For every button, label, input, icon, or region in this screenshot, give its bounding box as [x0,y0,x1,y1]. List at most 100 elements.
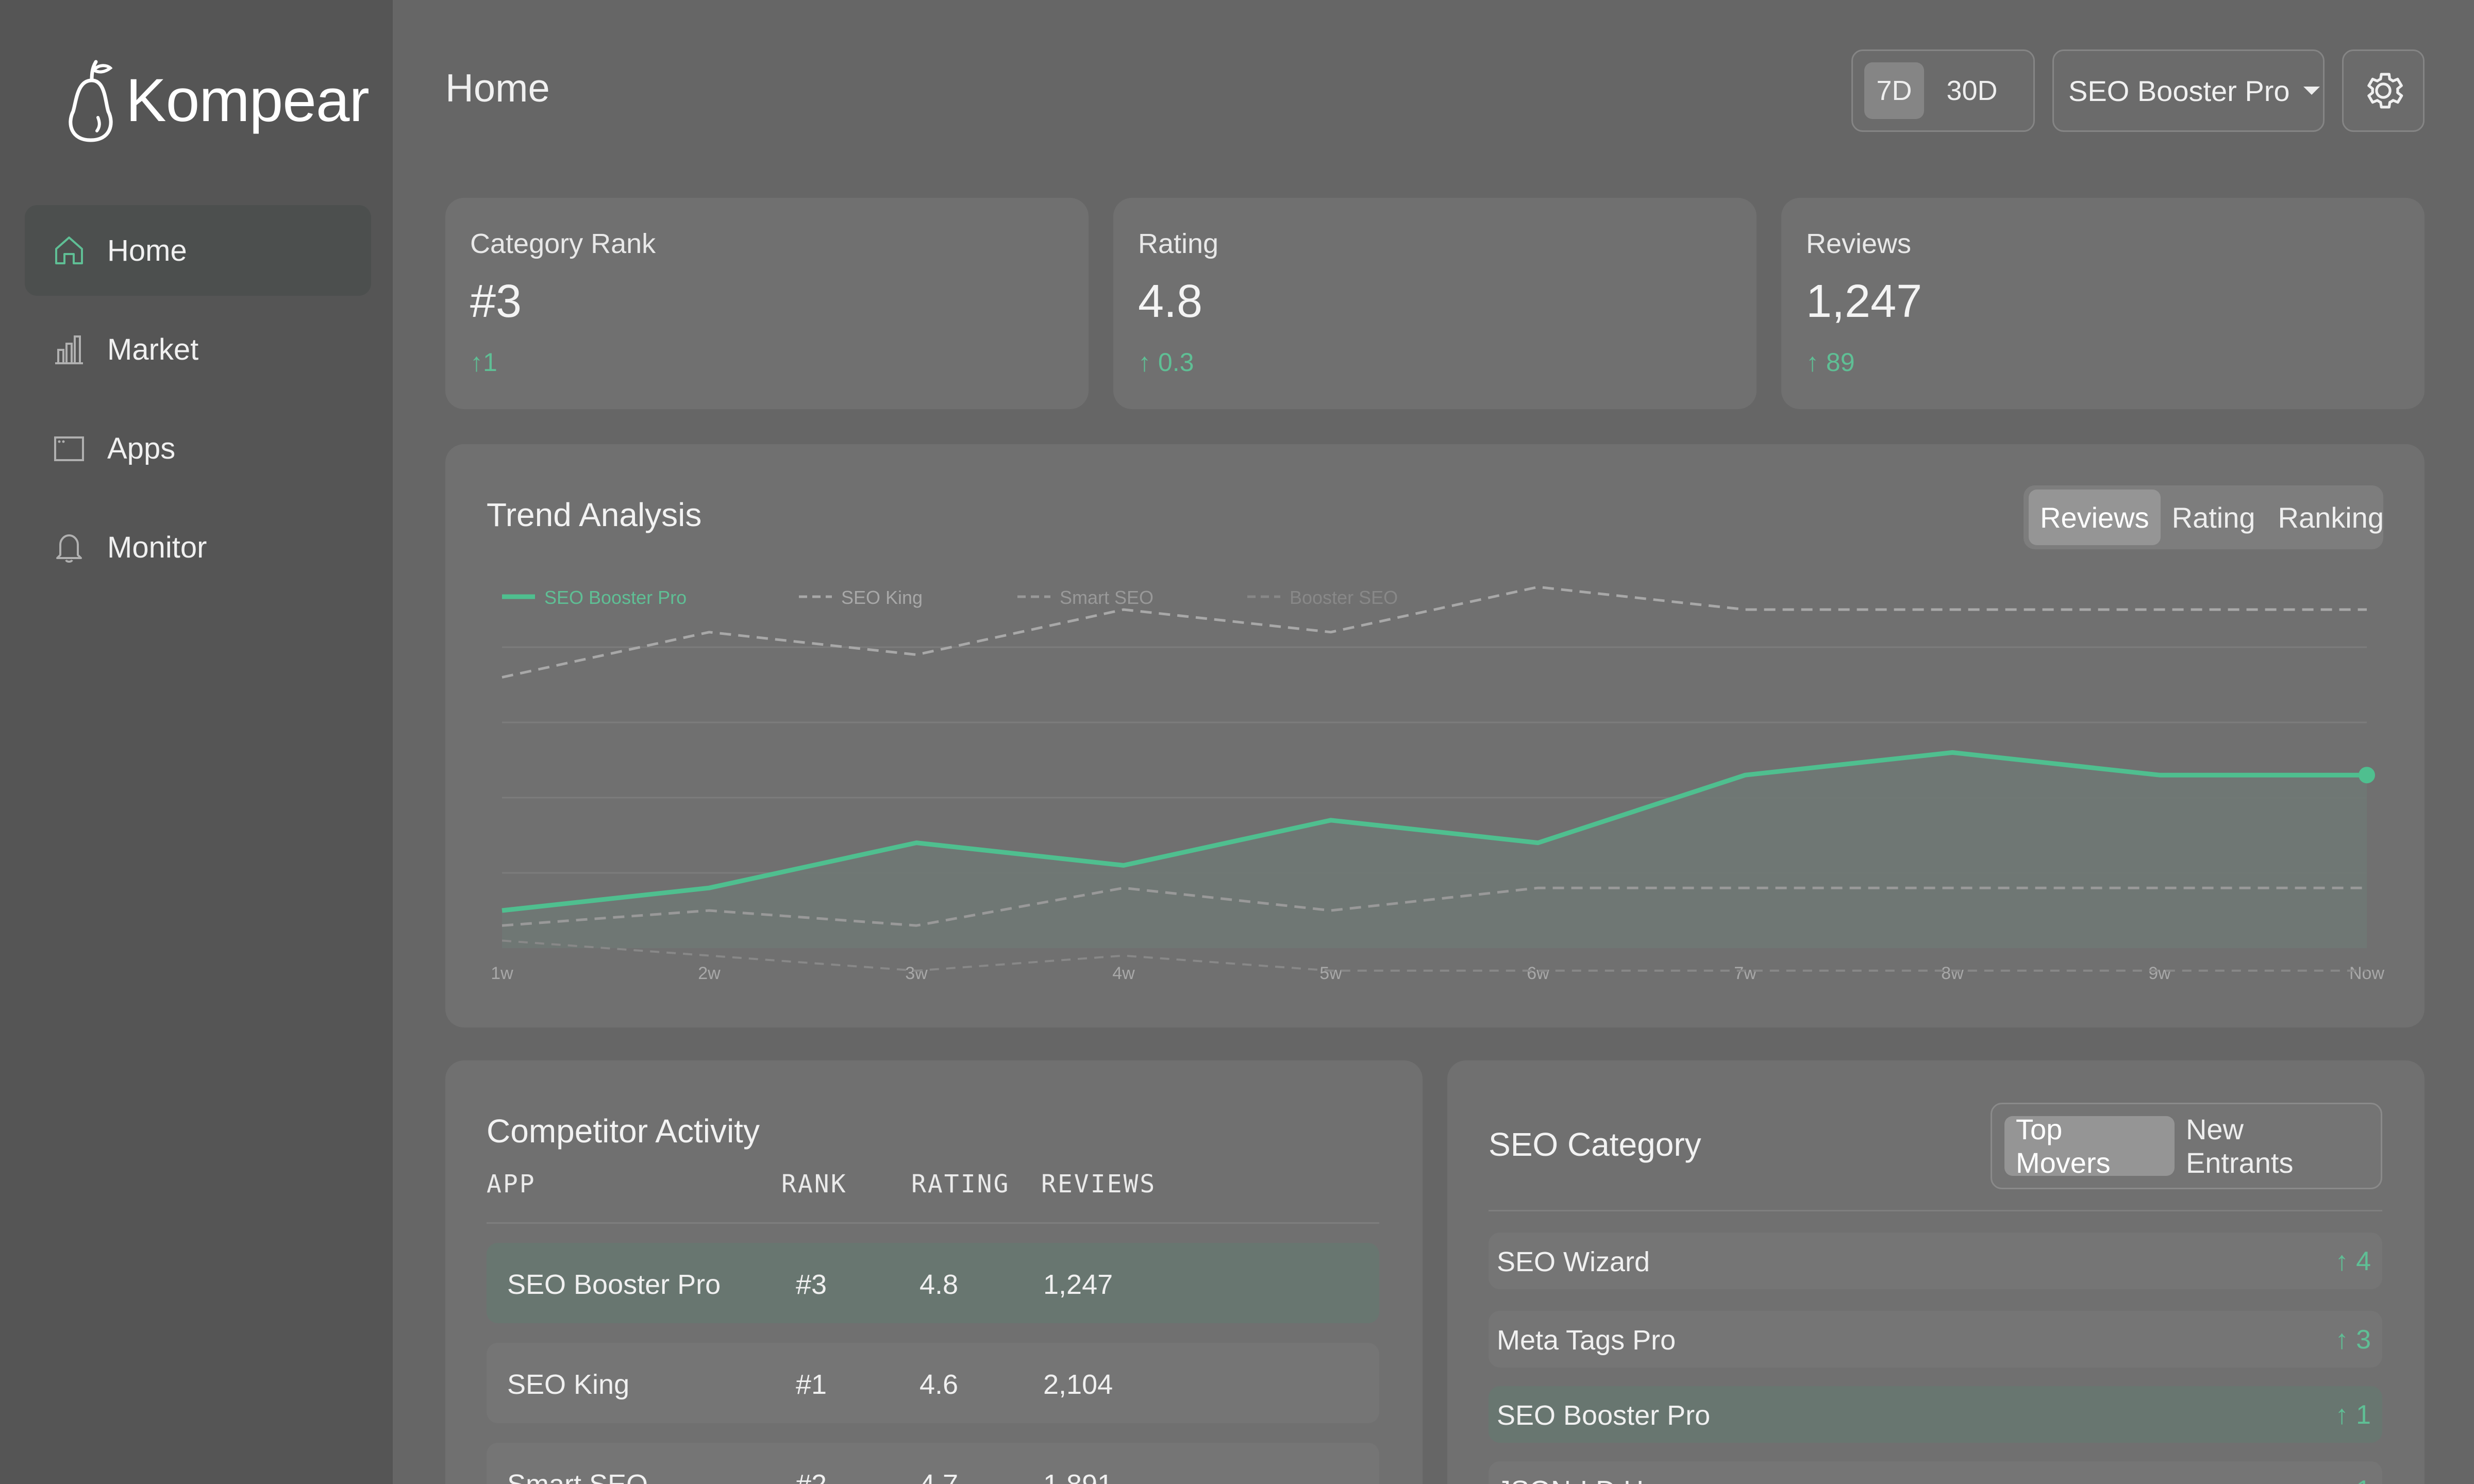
list-item-name: JSON-LD Hero [1497,1475,1684,1484]
arrow-up-icon: ↑ [2335,1246,2356,1276]
sidebar-item-label: Market [107,332,199,366]
list-item-delta: ↑ 4 [2335,1246,2371,1276]
x-tick-label: 7w [1734,964,1757,983]
bell-icon [52,530,87,565]
stat-delta: ↑ 89 [1806,348,1855,377]
category-divider [1489,1210,2382,1211]
range-7d-button[interactable]: 7D [1864,62,1924,119]
logo-text: Kompear [126,66,370,134]
sidebar-item-label: Home [107,233,187,267]
stat-label: Reviews [1806,228,1912,259]
table-row[interactable]: SEO King #1 4.6 2,104 [487,1343,1379,1423]
series-line [502,750,2367,913]
arrow-up-icon: ↑ [2335,1325,2356,1355]
tab-rating[interactable]: Rating [2171,501,2255,534]
sidebar-item-label: Monitor [107,530,207,564]
cell-rating: 4.6 [920,1369,959,1400]
series-line [502,886,2367,927]
series-line [502,939,2367,972]
list-item[interactable]: JSON-LD Hero ↑ 1 [1489,1461,2382,1484]
arrow-up-icon: ↑ [470,348,483,377]
list-item-name: SEO Booster Pro [1497,1400,1711,1431]
stat-label: Rating [1138,228,1219,259]
page-title: Home [445,66,550,110]
window-icon [52,431,87,466]
cell-app: Smart SEO [507,1469,648,1484]
trend-title: Trend Analysis [487,496,702,533]
range-30d-button[interactable]: 30D [1946,75,1998,106]
cell-app: SEO Booster Pro [507,1269,721,1300]
list-item-name: Meta Tags Pro [1497,1325,1676,1356]
table-row[interactable]: Smart SEO #2 4.7 1,891 [487,1443,1379,1484]
list-item-delta: ↑ 1 [2335,1475,2371,1484]
arrow-up-icon: ↑ [1138,348,1158,377]
list-item-delta: ↑ 1 [2335,1400,2371,1430]
table-divider [487,1222,1379,1224]
arrow-up-icon: ↑ [1806,348,1826,377]
x-tick-label: 5w [1319,964,1342,983]
tab-reviews[interactable]: Reviews [2029,490,2161,545]
x-tick-label: 1w [491,964,513,983]
legend-label: SEO Booster Pro [544,587,687,608]
legend-label: SEO King [841,587,923,608]
app-selector-dropdown[interactable]: SEO Booster Pro [2052,49,2325,132]
series-line [502,585,2367,679]
cell-app: SEO King [507,1369,630,1400]
stat-value: #3 [470,276,522,327]
arrow-up-icon: ↑ [2335,1475,2356,1484]
stat-card-category-rank: Category Rank #3 ↑1 [445,198,1089,409]
column-header-reviews: REVIEWS [1041,1170,1157,1199]
series-end-point [2359,767,2375,784]
cell-rank: #3 [796,1269,827,1300]
list-item[interactable]: SEO Booster Pro ↑ 1 [1489,1386,2382,1443]
bar-chart-icon [52,332,87,367]
x-tick-label: 3w [905,964,928,983]
stat-value: 4.8 [1138,276,1203,327]
sidebar-item-market[interactable]: Market [25,304,371,395]
category-tabs: Top Movers New Entrants [1991,1103,2382,1189]
table-row[interactable]: SEO Booster Pro #3 4.8 1,247 [487,1243,1379,1323]
sidebar-item-monitor[interactable]: Monitor [25,502,371,593]
sidebar-item-apps[interactable]: Apps [25,403,371,494]
x-tick-label: 6w [1527,964,1549,983]
stat-delta: ↑1 [470,348,497,377]
logo[interactable]: Kompear [62,52,370,149]
list-item-name: SEO Wizard [1497,1246,1650,1277]
cell-rating: 4.7 [920,1469,958,1484]
x-tick-label: 4w [1112,964,1135,983]
stat-value: 1,247 [1806,276,1923,327]
series-area [502,752,2367,948]
cell-rank: #1 [796,1369,827,1400]
cell-reviews: 2,104 [1043,1369,1113,1400]
category-title: SEO Category [1489,1126,1701,1163]
tab-top-movers[interactable]: Top Movers [2004,1113,2175,1179]
pear-logo-icon [69,60,113,142]
cell-reviews: 1,247 [1043,1269,1113,1300]
tab-ranking[interactable]: Ranking [2278,501,2384,534]
legend-label: Smart SEO [1060,587,1154,608]
list-item-delta: ↑ 3 [2335,1325,2371,1355]
sidebar-item-label: Apps [107,431,176,465]
chevron-down-icon [2303,87,2320,95]
x-tick-label: Now [2349,964,2384,983]
column-header-rank: RANK [781,1170,847,1199]
x-tick-label: 2w [698,964,721,983]
tab-new-entrants[interactable]: New Entrants [2185,1113,2294,1179]
column-header-app: APP [487,1170,536,1199]
list-item[interactable]: SEO Wizard ↑ 4 [1489,1233,2382,1289]
settings-button[interactable] [2342,49,2425,132]
stat-delta: ↑ 0.3 [1138,348,1194,377]
range-toggle: 7D 30D [1851,49,2035,132]
cell-rating: 4.8 [920,1269,959,1300]
list-item[interactable]: Meta Tags Pro ↑ 3 [1489,1311,2382,1368]
arrow-up-icon: ↑ [2335,1400,2356,1430]
stat-card-rating: Rating 4.8 ↑ 0.3 [1113,198,1757,409]
legend-label: Booster SEO [1290,587,1398,608]
competitor-title: Competitor Activity [487,1112,760,1150]
sidebar-item-home[interactable]: Home [25,205,371,296]
gear-icon [2367,73,2403,109]
trend-tabs: Reviews Rating Ranking [2024,485,2384,549]
x-tick-label: 9w [2148,964,2171,983]
